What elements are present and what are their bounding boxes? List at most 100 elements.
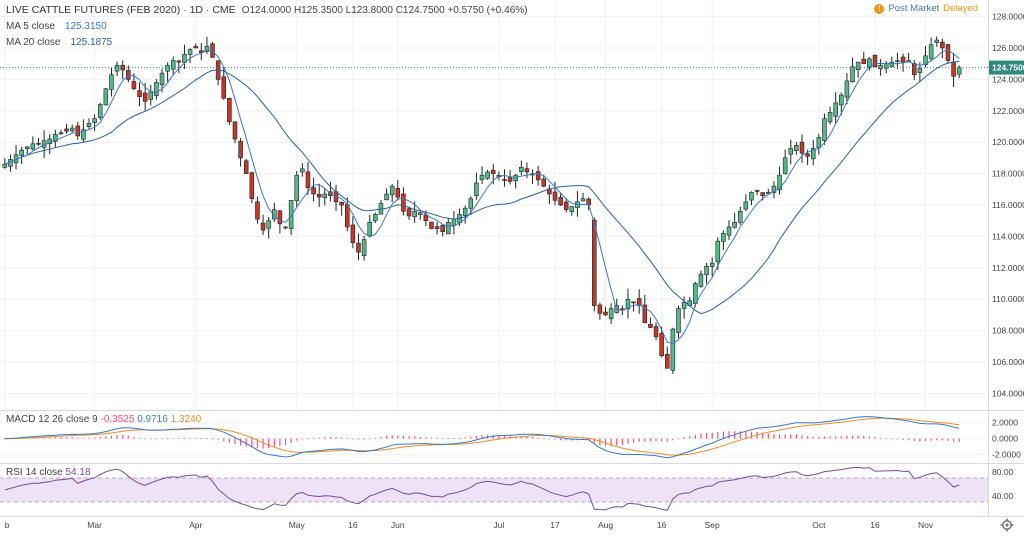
candle-body bbox=[232, 121, 238, 140]
macd-histogram-bar bbox=[144, 438, 146, 440]
candle-body bbox=[260, 222, 266, 231]
macd-histogram-bar bbox=[324, 437, 326, 439]
macd-histogram-bar bbox=[464, 437, 466, 439]
rsi-scale[interactable]: 80.00 40.00 bbox=[988, 464, 1024, 516]
price-tick-label: 128.0000 bbox=[992, 12, 1024, 22]
candle-body bbox=[721, 232, 726, 242]
macd-histogram-bar bbox=[127, 435, 129, 439]
macd-histogram-bar bbox=[419, 436, 421, 439]
settings-gear-icon[interactable] bbox=[1000, 518, 1014, 532]
time-axis[interactable]: bMarAprMay16JunJul17Aug16SepOct16NovDec bbox=[0, 516, 1024, 533]
macd-histogram-bar bbox=[77, 437, 79, 439]
price-scale[interactable]: 128.0000 126.0000 124.0000 122.0000 120.0000… bbox=[988, 0, 1024, 410]
candle-body bbox=[429, 221, 434, 229]
rsi-tick-label: 40.00 bbox=[992, 491, 1014, 501]
candle-body bbox=[519, 167, 524, 172]
macd-histogram-bar bbox=[363, 438, 365, 440]
macd-histogram-bar bbox=[835, 436, 837, 439]
candle-body bbox=[294, 174, 300, 202]
rsi-label[interactable]: RSI 14 close bbox=[6, 467, 63, 478]
price-tick-label: 116.0000 bbox=[992, 200, 1024, 210]
candle-body bbox=[934, 39, 940, 43]
candle-body bbox=[389, 185, 395, 196]
candle-body bbox=[114, 64, 120, 72]
macd-histogram-bar bbox=[520, 436, 522, 439]
candle-body bbox=[159, 72, 165, 86]
ma5-line bbox=[4, 49, 960, 345]
rsi-chart[interactable] bbox=[0, 464, 988, 516]
macd-histogram-bar bbox=[155, 438, 157, 440]
macd-histogram-bar bbox=[666, 438, 668, 442]
macd-histogram-bar bbox=[689, 435, 691, 439]
macd-histogram-bar bbox=[700, 433, 702, 439]
candle-body bbox=[749, 192, 754, 201]
macd-histogram-bar bbox=[37, 437, 40, 439]
macd-histogram-bar bbox=[189, 437, 191, 439]
macd-histogram-bar bbox=[924, 438, 927, 442]
candle-body bbox=[47, 138, 52, 144]
macd-line-value: 0.9716 bbox=[137, 414, 168, 425]
candle-body bbox=[524, 168, 530, 173]
candle-body bbox=[569, 206, 575, 213]
ma5-label[interactable]: MA 5 close bbox=[6, 20, 55, 32]
macd-histogram-bar bbox=[380, 436, 382, 439]
price-tick-label: 114.0000 bbox=[992, 231, 1024, 241]
candle-body bbox=[81, 129, 86, 140]
macd-histogram-bar bbox=[245, 438, 247, 447]
macd-histogram-bar bbox=[807, 436, 809, 439]
macd-chart[interactable] bbox=[0, 411, 988, 463]
main-legend: LIVE CATTLE FUTURES (FEB 2020) · 1D · CM… bbox=[6, 2, 527, 50]
macd-histogram-bar bbox=[475, 435, 477, 439]
macd-histogram-bar bbox=[402, 435, 405, 439]
macd-histogram-bar bbox=[790, 434, 792, 439]
macd-histogram-bar bbox=[638, 438, 640, 442]
price-chart[interactable] bbox=[0, 0, 988, 410]
candle-body bbox=[681, 302, 687, 309]
macd-histogram-bar bbox=[812, 436, 814, 439]
macd-histogram-bar bbox=[717, 431, 719, 439]
pane-divider[interactable] bbox=[0, 463, 1024, 464]
candle-body bbox=[401, 193, 406, 212]
macd-histogram-bar bbox=[750, 431, 753, 439]
macd-histogram-bar bbox=[200, 438, 202, 439]
macd-scale[interactable]: 2.0000 0.0000 -2.0000 bbox=[988, 411, 1024, 463]
candle-body bbox=[558, 197, 563, 206]
macd-pane[interactable]: MACD 12 26 close 9 -0.3525 0.9716 1.3240 bbox=[0, 411, 988, 463]
macd-histogram-bar bbox=[941, 438, 943, 441]
macd-histogram-bar bbox=[290, 438, 292, 444]
candle-body bbox=[883, 63, 889, 69]
rsi-scale-labels: 80.00 40.00 bbox=[992, 467, 1014, 501]
candle-body bbox=[2, 163, 8, 168]
macd-histogram-bar bbox=[138, 437, 141, 439]
macd-histogram-bar bbox=[71, 437, 73, 439]
macd-histogram-bar bbox=[161, 438, 163, 440]
candle-body bbox=[187, 49, 193, 55]
post-market-label: Post Market bbox=[888, 3, 940, 14]
macd-histogram-bar bbox=[705, 433, 708, 439]
candle-body bbox=[743, 201, 749, 210]
macd-histogram-bar bbox=[49, 437, 51, 439]
macd-histogram-bar bbox=[728, 431, 730, 439]
ma20-label[interactable]: MA 20 close bbox=[6, 36, 61, 48]
macd-histogram-bar bbox=[172, 438, 174, 439]
macd-tick-label: 0.0000 bbox=[992, 434, 1018, 444]
candle-body bbox=[653, 326, 659, 338]
market-status[interactable]: ! Post Market Delayed bbox=[874, 3, 978, 14]
candle-body bbox=[670, 328, 676, 371]
candle-body bbox=[440, 225, 445, 232]
macd-histogram-bar bbox=[183, 437, 186, 439]
macd-histogram-bar bbox=[397, 435, 399, 439]
pane-divider[interactable] bbox=[0, 410, 1024, 411]
candle-body bbox=[945, 44, 951, 61]
candle-body bbox=[474, 182, 479, 196]
macd-histogram-bar bbox=[60, 437, 62, 439]
macd-histogram-bar bbox=[105, 436, 107, 439]
macd-label[interactable]: MACD 12 26 close 9 bbox=[6, 414, 98, 425]
rsi-pane[interactable]: RSI 14 close 54.18 bbox=[0, 464, 988, 516]
macd-histogram-bar bbox=[537, 437, 539, 439]
macd-tick-label: 2.0000 bbox=[992, 418, 1018, 428]
price-pane[interactable] bbox=[0, 0, 988, 410]
macd-histogram-bar bbox=[296, 438, 298, 441]
time-tick-label: 16 bbox=[348, 520, 358, 530]
macd-histogram-bar bbox=[627, 438, 629, 444]
